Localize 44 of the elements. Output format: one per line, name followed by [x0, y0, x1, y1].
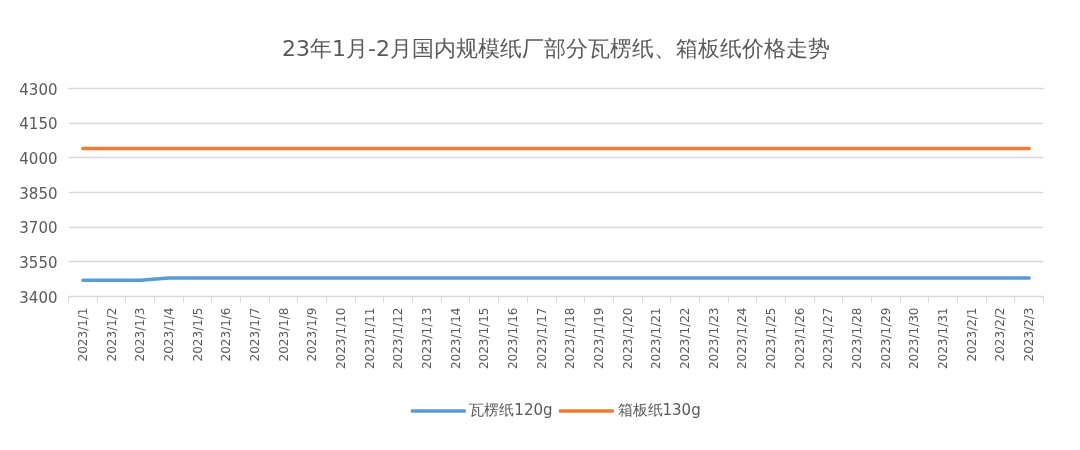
- x-tick-label: 2023/1/21: [649, 307, 664, 370]
- x-tick-label: 2023/1/15: [477, 307, 492, 370]
- legend-label: 箱板纸130g: [617, 400, 701, 420]
- x-tick-label: 2023/1/11: [362, 307, 377, 370]
- y-tick-label: 3400: [19, 288, 58, 307]
- x-tick-label: 2023/1/24: [735, 307, 750, 370]
- x-tick-label: 2023/2/2: [993, 307, 1008, 362]
- x-tick-label: 2023/1/14: [448, 307, 463, 370]
- y-tick-label: 4000: [19, 149, 58, 168]
- y-tick-label: 3850: [19, 184, 58, 203]
- y-tick-label: 4300: [19, 80, 58, 99]
- x-tick-label: 2023/1/25: [764, 307, 779, 370]
- x-tick-label: 2023/1/13: [419, 307, 434, 370]
- x-tick-label: 2023/1/20: [620, 307, 635, 370]
- y-tick-label: 3700: [19, 219, 58, 238]
- x-tick-label: 2023/1/30: [907, 307, 922, 370]
- x-tick-label: 2023/1/23: [706, 307, 721, 370]
- x-tick-label: 2023/1/2: [104, 307, 119, 362]
- x-tick-label: 2023/1/27: [821, 307, 836, 370]
- x-tick-label: 2023/1/31: [936, 307, 951, 370]
- x-tick-label: 2023/1/12: [391, 307, 406, 370]
- x-tick-label: 2023/2/3: [1022, 307, 1037, 362]
- x-tick-label: 2023/1/22: [678, 307, 693, 370]
- x-tick-label: 2023/1/4: [161, 307, 176, 362]
- x-tick-label: 2023/1/5: [190, 307, 205, 362]
- x-tick-label: 2023/1/28: [850, 307, 865, 370]
- x-tick-label: 2023/1/17: [534, 307, 549, 370]
- x-tick-label: 2023/1/8: [276, 307, 291, 362]
- x-tick-label: 2023/1/29: [878, 307, 893, 370]
- x-tick-label: 2023/1/19: [592, 307, 607, 370]
- x-tick-label: 2023/1/7: [247, 307, 262, 362]
- y-tick-label: 4150: [19, 115, 58, 134]
- x-tick-label: 2023/1/3: [133, 307, 148, 362]
- x-tick-label: 2023/1/9: [305, 307, 320, 362]
- x-tick-label: 2023/1/26: [792, 307, 807, 370]
- chart-title: 23年1月-2月国内规模纸厂部分瓦楞纸、箱板纸价格走势: [282, 35, 830, 61]
- x-tick-label: 2023/1/10: [333, 307, 348, 370]
- x-tick-label: 2023/1/1: [75, 307, 90, 362]
- x-tick-label: 2023/1/16: [505, 307, 520, 370]
- y-tick-label: 3550: [19, 253, 58, 272]
- legend-label: 瓦楞纸120g: [469, 400, 553, 420]
- x-tick-label: 2023/1/18: [563, 307, 578, 370]
- x-tick-label: 2023/1/6: [219, 307, 234, 362]
- x-tick-label: 2023/2/1: [964, 307, 979, 362]
